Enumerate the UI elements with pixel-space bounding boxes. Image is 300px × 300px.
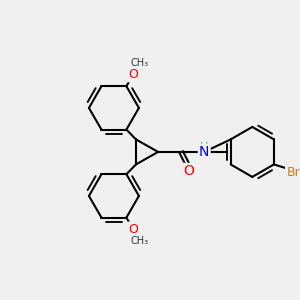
Text: O: O [128, 68, 138, 81]
Text: Br: Br [286, 166, 300, 178]
Text: O: O [128, 223, 138, 236]
Text: H: H [200, 142, 208, 152]
Text: CH₃: CH₃ [131, 58, 149, 68]
Text: CH₃: CH₃ [131, 236, 149, 246]
Text: O: O [183, 164, 194, 178]
Text: N: N [199, 145, 209, 159]
